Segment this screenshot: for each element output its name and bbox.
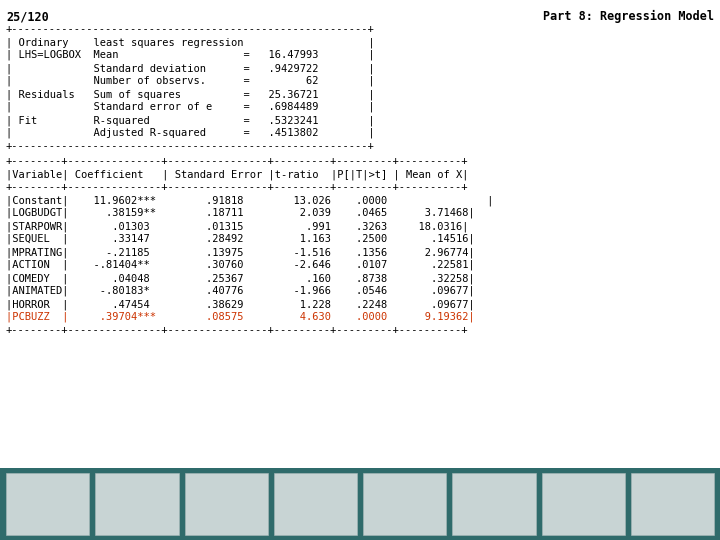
Text: +---------------------------------------------------------+: +---------------------------------------… xyxy=(6,141,374,151)
Bar xyxy=(0,468,720,540)
Text: 25/120: 25/120 xyxy=(6,10,49,23)
Bar xyxy=(363,473,446,535)
Bar xyxy=(541,473,625,535)
Text: | LHS=LOGBOX  Mean                    =   16.47993        |: | LHS=LOGBOX Mean = 16.47993 | xyxy=(6,50,374,60)
Text: | Ordinary    least squares regression                    |: | Ordinary least squares regression | xyxy=(6,37,374,48)
Bar xyxy=(6,473,89,535)
Text: +--------+---------------+----------------+---------+---------+----------+: +--------+---------------+--------------… xyxy=(6,182,469,192)
Bar xyxy=(452,473,536,535)
Text: |PCBUZZ  |     .39704***        .08575         4.630    .0000      9.19362|: |PCBUZZ | .39704*** .08575 4.630 .0000 9… xyxy=(6,312,474,322)
Text: |MPRATING|      -.21185         .13975        -1.516    .1356      2.96774|: |MPRATING| -.21185 .13975 -1.516 .1356 2… xyxy=(6,247,474,258)
Text: +---------------------------------------------------------+: +---------------------------------------… xyxy=(6,24,374,34)
Text: |             Standard error of e     =   .6984489        |: | Standard error of e = .6984489 | xyxy=(6,102,374,112)
Bar xyxy=(631,473,714,535)
Text: |COMEDY  |       .04048         .25367          .160    .8738       .32258|: |COMEDY | .04048 .25367 .160 .8738 .3225… xyxy=(6,273,474,284)
Text: +--------+---------------+----------------+---------+---------+----------+: +--------+---------------+--------------… xyxy=(6,156,469,166)
Text: |LOGBUDGT|      .38159**        .18711         2.039    .0465      3.71468|: |LOGBUDGT| .38159** .18711 2.039 .0465 3… xyxy=(6,208,474,219)
Bar xyxy=(184,473,268,535)
Text: +--------+---------------+----------------+---------+---------+----------+: +--------+---------------+--------------… xyxy=(6,325,469,335)
Text: |ANIMATED|     -.80183*         .40776        -1.966    .0546       .09677|: |ANIMATED| -.80183* .40776 -1.966 .0546 … xyxy=(6,286,474,296)
Text: |SEQUEL  |       .33147         .28492         1.163    .2500       .14516|: |SEQUEL | .33147 .28492 1.163 .2500 .145… xyxy=(6,234,474,245)
Text: | Residuals   Sum of squares          =   25.36721        |: | Residuals Sum of squares = 25.36721 | xyxy=(6,89,374,99)
Text: Part 8: Regression Model: Part 8: Regression Model xyxy=(543,10,714,23)
Text: |STARPOWR|       .01303         .01315          .991    .3263     18.0316|: |STARPOWR| .01303 .01315 .991 .3263 18.0… xyxy=(6,221,469,232)
Text: |HORROR  |       .47454         .38629         1.228    .2248       .09677|: |HORROR | .47454 .38629 1.228 .2248 .096… xyxy=(6,299,474,309)
Text: |             Number of observs.      =         62        |: | Number of observs. = 62 | xyxy=(6,76,374,86)
Text: |ACTION  |    -.81404**         .30760        -2.646    .0107       .22581|: |ACTION | -.81404** .30760 -2.646 .0107 … xyxy=(6,260,474,271)
Bar xyxy=(95,473,179,535)
Text: | Fit         R-squared               =   .5323241        |: | Fit R-squared = .5323241 | xyxy=(6,115,374,125)
Bar xyxy=(274,473,357,535)
Text: |Variable| Coefficient   | Standard Error |t-ratio  |P[|T|>t] | Mean of X|: |Variable| Coefficient | Standard Error … xyxy=(6,169,469,179)
Text: |             Adjusted R-squared      =   .4513802        |: | Adjusted R-squared = .4513802 | xyxy=(6,128,374,138)
Text: |Constant|    11.9602***        .91818        13.026    .0000                |: |Constant| 11.9602*** .91818 13.026 .000… xyxy=(6,195,493,206)
Text: |             Standard deviation      =   .9429722        |: | Standard deviation = .9429722 | xyxy=(6,63,374,73)
